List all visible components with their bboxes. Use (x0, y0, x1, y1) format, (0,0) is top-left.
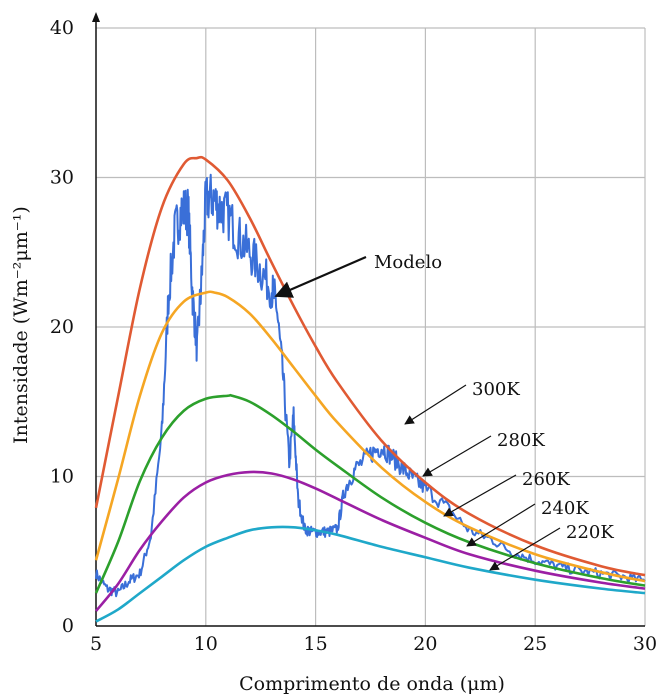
annotation-label-240k: 240K (541, 498, 589, 519)
annotation-label-260k: 260K (522, 469, 570, 490)
x-tick-label: 30 (633, 633, 657, 655)
x-tick-label: 25 (523, 633, 547, 655)
y-tick-label: 30 (50, 167, 74, 189)
grid-lines (96, 27, 646, 626)
x-tick-label: 10 (194, 633, 218, 655)
annotation-arrow-240k (466, 503, 536, 547)
y-axis-arrowhead (92, 12, 100, 22)
y-tick-label: 0 (62, 615, 74, 637)
tick-labels: 5 10 15 20 25 30 0 10 20 30 40 (50, 17, 657, 655)
y-axis-title: Intensidade (Wm⁻²μm⁻¹) (10, 206, 32, 444)
series-220k (95, 525, 646, 623)
axes (92, 12, 645, 627)
x-axis-title: Comprimento de onda (μm) (239, 673, 505, 695)
x-tick-label: 5 (90, 633, 102, 655)
annotation-arrow-260k (443, 474, 517, 517)
annotation-arrow-220k (489, 527, 561, 571)
series-280k (94, 290, 646, 583)
y-tick-label: 20 (50, 316, 74, 338)
x-tick-label: 15 (304, 633, 328, 655)
annotation-arrow-modelo (274, 255, 367, 298)
series-300k (94, 155, 646, 577)
annotation-label-280k: 280K (497, 430, 545, 451)
annotations: Modelo 300K 280K 260K 240K 220K (274, 252, 614, 571)
series-240k (94, 470, 646, 612)
y-tick-label: 40 (50, 17, 74, 39)
annotation-arrow-300k (404, 384, 467, 425)
x-tick-label: 20 (413, 633, 437, 655)
annotation-label-220k: 220K (566, 522, 614, 543)
annotation-label-300k: 300K (472, 379, 520, 400)
annotation-arrow-280k (422, 435, 492, 477)
series-modelo (95, 173, 646, 598)
series-layer (94, 155, 646, 623)
annotation-label-modelo: Modelo (374, 252, 442, 273)
y-tick-label: 10 (50, 466, 74, 488)
